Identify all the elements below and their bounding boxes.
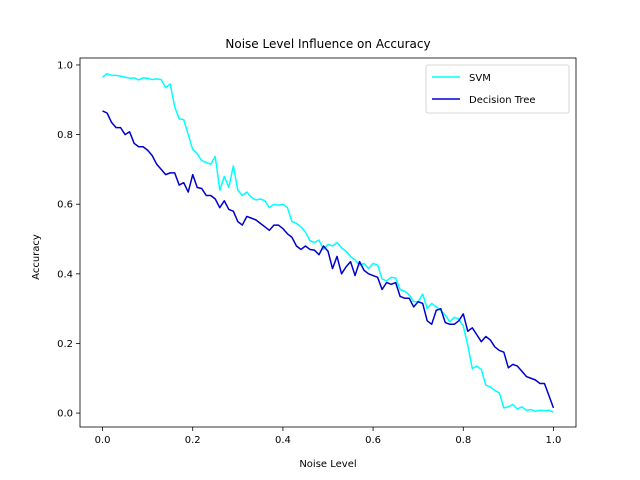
y-tick-label: 1.0: [57, 60, 73, 71]
series-line-decision-tree: [102, 110, 555, 409]
x-tick-label: 1.0: [546, 435, 562, 446]
x-tick-label: 0.0: [95, 435, 111, 446]
legend-label: SVM: [469, 73, 491, 84]
y-tick-label: 0.4: [57, 269, 73, 280]
y-axis-label: Accuracy: [31, 234, 42, 280]
y-tick-label: 0.2: [57, 339, 73, 350]
x-tick-label: 0.8: [455, 435, 471, 446]
legend-box: [425, 64, 570, 114]
chart-title: Noise Level Influence on Accuracy: [225, 37, 430, 51]
x-tick-label: 0.6: [365, 435, 381, 446]
legend-label: Decision Tree: [469, 95, 536, 106]
x-tick-label: 0.4: [275, 435, 291, 446]
y-tick-label: 0.0: [57, 409, 73, 420]
x-tick-label: 0.2: [185, 435, 201, 446]
axes-frame: [79, 57, 577, 428]
legend: SVM Decision Tree: [425, 64, 570, 114]
axes: 0.0 0.2 0.4 0.6 0.8 1.0 0.0 0.2 0.4 0.6 0.8 1.0: [57, 57, 577, 446]
series-line-svm: [102, 72, 554, 413]
plot-area: [102, 72, 555, 413]
y-tick-label: 0.8: [57, 130, 73, 141]
y-tick-label: 0.6: [57, 200, 73, 211]
x-axis-label: Noise Level: [299, 459, 356, 470]
